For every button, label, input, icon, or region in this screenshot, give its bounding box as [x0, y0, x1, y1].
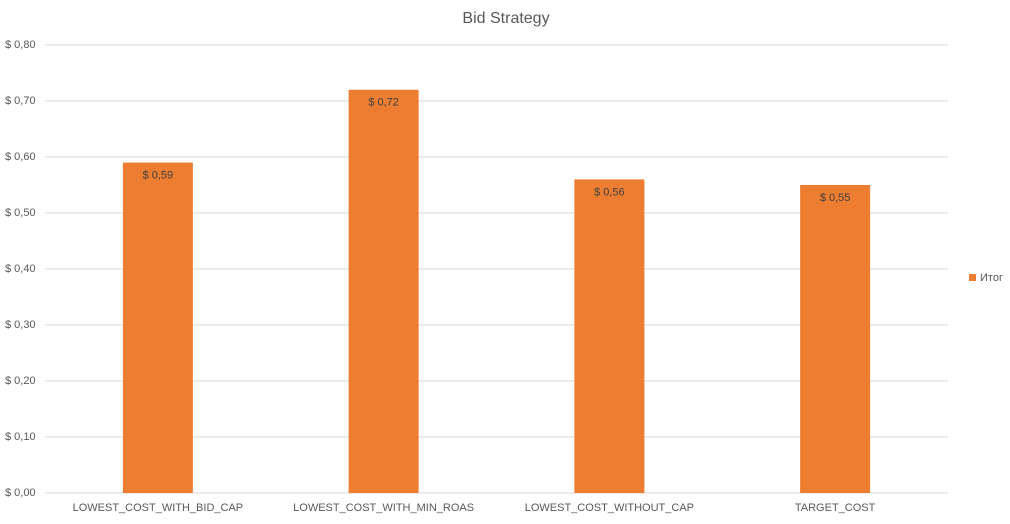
- y-tick-label: $ 0,00: [5, 487, 36, 499]
- y-tick-label: $ 0,70: [5, 95, 36, 107]
- bar: [800, 185, 871, 493]
- x-tick-label: TARGET_COST: [795, 502, 876, 514]
- legend-label: Итог: [980, 272, 1003, 284]
- y-tick-label: $ 0,40: [5, 263, 36, 275]
- y-tick-label: $ 0,60: [5, 151, 36, 163]
- value-label: $ 0,55: [820, 192, 851, 204]
- y-tick-label: $ 0,10: [5, 431, 36, 443]
- bar: [574, 179, 645, 493]
- y-tick-label: $ 0,30: [5, 319, 36, 331]
- value-label: $ 0,72: [368, 97, 399, 109]
- bar: [348, 89, 419, 494]
- value-label: $ 0,59: [143, 170, 174, 182]
- x-tick-label: LOWEST_COST_WITH_MIN_ROAS: [293, 502, 474, 514]
- chart-title: Bid Strategy: [462, 10, 549, 27]
- y-tick-label: $ 0,20: [5, 375, 36, 387]
- x-tick-label: LOWEST_COST_WITHOUT_CAP: [525, 502, 694, 514]
- bar: [122, 162, 193, 493]
- x-tick-label: LOWEST_COST_WITH_BID_CAP: [73, 502, 244, 514]
- y-tick-label: $ 0,80: [5, 39, 36, 51]
- legend-swatch: [969, 274, 976, 281]
- value-label: $ 0,56: [594, 186, 625, 198]
- y-tick-label: $ 0,50: [5, 207, 36, 219]
